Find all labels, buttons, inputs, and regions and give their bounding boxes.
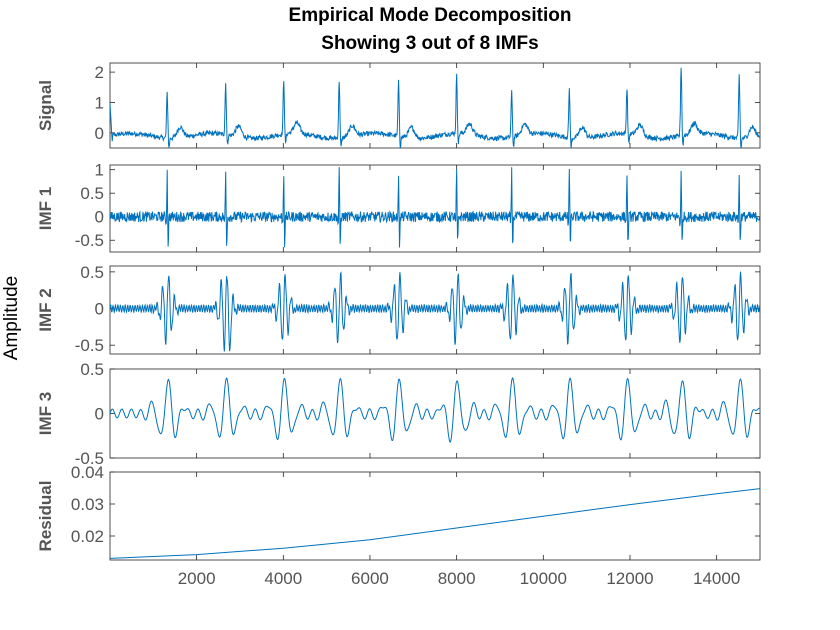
subplot-5: 0.02 0.03 0.04 Residual 2000 4000 6000 8000 1000… [36, 463, 761, 588]
figure-title: Empirical Mode Decomposition [289, 5, 572, 26]
y-tick-label: 0.02 [71, 527, 104, 546]
y-tick-label: 0 [95, 124, 104, 143]
y-tick-label: -0.5 [75, 336, 104, 355]
figure-ylabel: Amplitude [1, 276, 22, 361]
y-tick-label: 0 [95, 208, 104, 227]
panel-ylabel: Residual [36, 481, 55, 552]
series-line-imf-3 [110, 377, 760, 443]
series-line-imf-1 [110, 167, 760, 248]
subplot-2: -0.5 0 0.5 1 IMF 1 [36, 161, 761, 253]
y-tick-label: 0.04 [71, 463, 104, 482]
x-tick-label: 4000 [264, 569, 302, 588]
subplot-4: -0.5 0 0.5 IMF 3 [36, 360, 761, 468]
figure-subtitle: Showing 3 out of 8 IMFs [321, 33, 538, 54]
x-tick-label: 8000 [438, 569, 476, 588]
axes-box [109, 471, 761, 561]
axes-box [109, 164, 761, 253]
panel-ylabel: IMF 2 [36, 288, 55, 331]
series-line-residual [110, 488, 760, 559]
panel-ylabel: IMF 3 [36, 392, 55, 435]
x-tick-label: 12000 [606, 569, 653, 588]
y-tick-label: 0.5 [80, 360, 104, 379]
x-tick-label: 2000 [178, 569, 216, 588]
x-tick-label: 6000 [351, 569, 389, 588]
x-tick-label: 10000 [520, 569, 567, 588]
y-tick-label: 0.5 [80, 184, 104, 203]
y-tick-label: 0.5 [80, 263, 104, 282]
y-tick-label: -0.5 [75, 231, 104, 250]
y-tick-label: 0 [95, 405, 104, 424]
x-tick-label: 14000 [693, 569, 740, 588]
y-tick-label: -0.5 [75, 449, 104, 468]
series-line-imf-2 [110, 271, 760, 352]
y-tick-label: 0 [95, 300, 104, 319]
subplot-3: -0.5 0 0.5 IMF 2 [36, 263, 761, 355]
subplot-1: 0 1 2 Signal [36, 62, 761, 149]
series-line-signal [110, 67, 760, 148]
y-tick-label: 1 [95, 161, 104, 180]
panel-ylabel: Signal [36, 80, 55, 131]
y-tick-label: 1 [95, 93, 104, 112]
y-tick-label: 2 [95, 63, 104, 82]
y-tick-label: 0.03 [71, 495, 104, 514]
panel-ylabel: IMF 1 [36, 187, 55, 230]
